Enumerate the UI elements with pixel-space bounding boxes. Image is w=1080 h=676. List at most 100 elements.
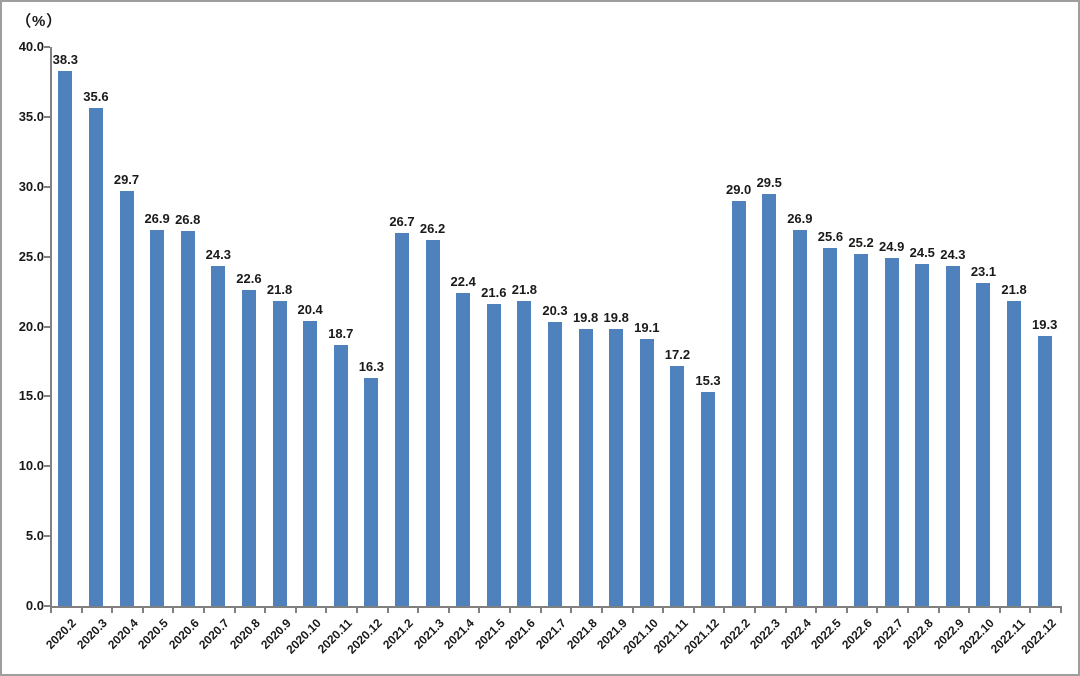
- bar-value-label: 38.3: [52, 51, 78, 67]
- bar: [945, 266, 960, 606]
- x-tick-mark: [600, 608, 603, 613]
- bar-value-label: 15.3: [695, 373, 721, 389]
- bar-value-label: 21.8: [1001, 282, 1027, 298]
- y-tick-mark: [44, 325, 50, 328]
- x-tick-mark: [386, 608, 389, 613]
- bar-value-label: 20.3: [542, 303, 568, 319]
- x-tick-mark: [845, 608, 848, 613]
- bar-value-label: 19.3: [1032, 317, 1058, 333]
- x-tick-mark: [509, 608, 512, 613]
- bar: [762, 193, 777, 606]
- bar-value-label: 21.8: [511, 282, 538, 298]
- bar-value-label: 19.8: [572, 310, 599, 326]
- bar-value-label: 26.9: [144, 211, 170, 227]
- bar: [731, 200, 746, 606]
- bar-value-label: 26.2: [419, 220, 446, 236]
- bar-value-label: 24.9: [879, 239, 905, 255]
- y-tick-mark: [44, 465, 50, 468]
- x-tick-mark: [723, 608, 726, 613]
- x-tick-mark: [968, 608, 971, 613]
- y-tick-label: 40.0: [18, 39, 44, 54]
- bar: [180, 231, 195, 606]
- bar: [854, 253, 869, 606]
- x-tick-mark: [172, 608, 175, 613]
- x-tick-mark: [692, 608, 695, 613]
- y-tick-label: 30.0: [18, 178, 44, 194]
- bar-value-label: 21.6: [481, 285, 507, 301]
- x-tick-mark: [233, 608, 236, 613]
- bar-value-label: 26.9: [787, 211, 813, 227]
- bar-value-label: 24.5: [909, 244, 935, 260]
- x-axis-line: [50, 606, 1062, 608]
- bar-value-label: 25.6: [817, 229, 844, 245]
- x-tick-mark: [325, 608, 328, 613]
- x-tick-mark: [876, 608, 879, 613]
- y-tick-label: 15.0: [18, 388, 44, 404]
- x-tick-mark: [570, 608, 573, 613]
- y-tick-label: 35.0: [18, 108, 44, 124]
- bar-value-label: 18.7: [328, 325, 354, 341]
- bar: [333, 344, 348, 606]
- bar: [486, 304, 501, 606]
- bar: [915, 263, 930, 606]
- bar: [823, 248, 838, 606]
- bar: [456, 292, 471, 606]
- bar-value-label: 22.6: [236, 271, 262, 287]
- x-tick-mark: [815, 608, 818, 613]
- x-tick-mark: [906, 608, 909, 613]
- x-tick-mark: [50, 608, 52, 613]
- y-tick-mark: [44, 185, 50, 188]
- y-axis-line: [50, 47, 52, 608]
- bar: [241, 290, 256, 606]
- bar: [639, 339, 654, 606]
- bar: [517, 301, 532, 606]
- y-tick-mark: [44, 115, 50, 118]
- x-tick-mark: [631, 608, 634, 613]
- bar-value-label: 26.8: [175, 212, 201, 228]
- y-tick-mark: [44, 46, 50, 48]
- bar-value-label: 29.5: [756, 174, 782, 190]
- bar: [119, 190, 134, 606]
- bar-value-label: 21.8: [266, 282, 293, 298]
- bar: [884, 258, 899, 606]
- x-tick-mark: [141, 608, 144, 613]
- x-tick-mark: [478, 608, 481, 613]
- x-tick-mark: [294, 608, 297, 613]
- y-tick-mark: [44, 605, 50, 607]
- bar-value-label: 19.1: [634, 320, 660, 336]
- bar-value-label: 23.1: [970, 264, 997, 280]
- x-tick-mark: [203, 608, 206, 613]
- bar: [670, 365, 685, 606]
- bar: [394, 232, 409, 606]
- x-tick-mark: [111, 608, 114, 613]
- x-tick-mark: [662, 608, 665, 613]
- bar-value-label: 25.2: [848, 234, 874, 250]
- bar-value-label: 24.3: [940, 247, 966, 263]
- bar-value-label: 29.7: [113, 171, 140, 187]
- bar-value-label: 29.0: [725, 181, 752, 197]
- bar: [211, 266, 226, 606]
- x-tick-mark: [1060, 608, 1062, 613]
- y-tick-label: 5.0: [25, 528, 44, 544]
- x-tick-mark: [417, 608, 420, 613]
- x-tick-mark: [539, 608, 542, 613]
- x-tick-mark: [998, 608, 1001, 613]
- y-tick-label: 0.0: [25, 598, 44, 613]
- bar: [1007, 301, 1022, 606]
- bar: [548, 322, 562, 606]
- bar: [701, 392, 716, 606]
- y-tick-label: 10.0: [18, 458, 44, 474]
- bar-value-label: 24.3: [205, 247, 231, 263]
- bar: [578, 329, 593, 606]
- bar-value-label: 17.2: [664, 346, 691, 362]
- x-tick-mark: [80, 608, 83, 613]
- bar: [150, 230, 165, 606]
- bar: [976, 283, 991, 606]
- y-tick-label: 20.0: [18, 318, 44, 334]
- bar: [272, 301, 287, 606]
- bar-value-label: 19.8: [603, 310, 629, 326]
